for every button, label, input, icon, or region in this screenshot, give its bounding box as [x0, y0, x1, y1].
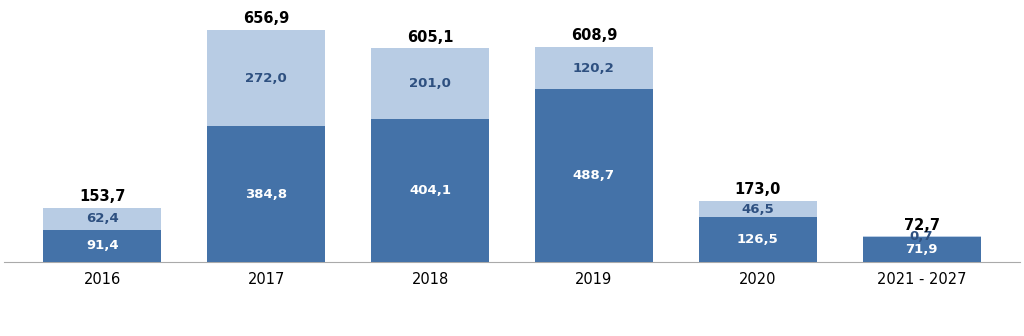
Bar	[698, 201, 817, 217]
Bar	[535, 47, 653, 89]
Text: 608,9: 608,9	[570, 29, 617, 43]
Text: 153,7: 153,7	[79, 189, 126, 204]
Text: 272,0: 272,0	[246, 72, 287, 85]
Text: 605,1: 605,1	[407, 30, 454, 45]
Bar	[207, 126, 326, 262]
Text: 173,0: 173,0	[734, 182, 781, 198]
Text: 91,4: 91,4	[86, 240, 119, 252]
Text: 126,5: 126,5	[737, 233, 778, 246]
Text: 71,9: 71,9	[905, 243, 938, 256]
Text: 46,5: 46,5	[741, 203, 774, 216]
Text: 656,9: 656,9	[243, 11, 290, 27]
Bar	[698, 217, 817, 262]
Text: 404,1: 404,1	[410, 184, 452, 197]
Text: 488,7: 488,7	[572, 169, 614, 182]
Bar	[207, 30, 326, 126]
Bar	[535, 89, 653, 262]
Bar	[371, 48, 489, 119]
Text: 120,2: 120,2	[573, 62, 614, 75]
Bar	[862, 237, 981, 262]
Text: 0,7: 0,7	[909, 230, 933, 243]
Text: 72,7: 72,7	[903, 218, 940, 233]
Bar	[43, 230, 162, 262]
Bar	[371, 119, 489, 262]
Text: 384,8: 384,8	[245, 187, 288, 201]
Bar	[43, 208, 162, 230]
Text: 62,4: 62,4	[86, 212, 119, 225]
Text: 201,0: 201,0	[410, 77, 451, 90]
